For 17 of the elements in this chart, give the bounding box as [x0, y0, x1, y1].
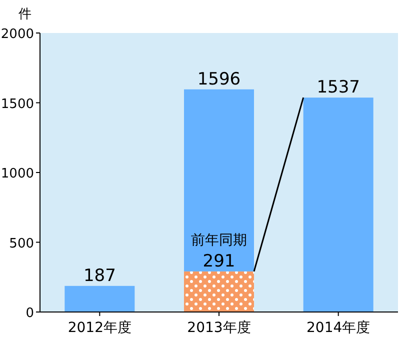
x-tick-label: 2013年度 — [187, 320, 251, 336]
series-label: 前年同期 — [191, 232, 247, 248]
data-label: 291 — [202, 251, 236, 272]
bar — [303, 98, 374, 312]
x-tick-label: 2014年度 — [306, 320, 370, 336]
total-label: 1537 — [316, 78, 360, 98]
y-tick-label: 500 — [9, 236, 34, 252]
y-axis-title: 件 — [18, 7, 32, 22]
y-tick-label: 1500 — [0, 96, 34, 112]
bar — [184, 89, 254, 272]
total-label: 187 — [83, 266, 116, 286]
y-tick-label: 2000 — [0, 27, 34, 42]
bar — [64, 286, 135, 312]
y-tick-label: 1000 — [0, 166, 34, 182]
y-tick-label: 0 — [26, 306, 34, 321]
total-label: 1596 — [197, 69, 241, 90]
x-tick-label: 2012年度 — [68, 320, 132, 336]
